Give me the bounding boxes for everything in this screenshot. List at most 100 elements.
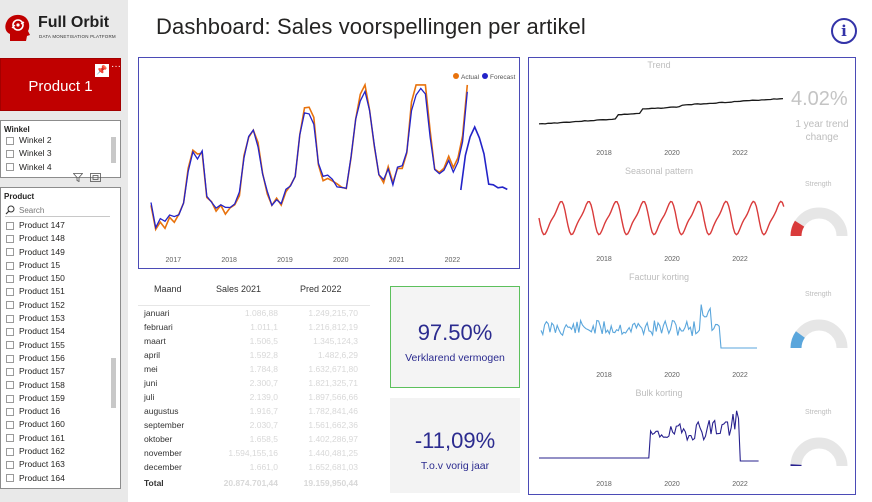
sales-table: Maand Sales 2021 Pred 2022 januari 1.086,… xyxy=(138,278,370,488)
product-item-label: Product 161 xyxy=(19,432,65,443)
winkel-item[interactable]: Winkel 3 xyxy=(1,147,120,160)
month-cell: mei xyxy=(144,364,158,374)
pred-cell: 1.249,215,70 xyxy=(308,308,358,318)
winkel-item[interactable]: Winkel 2 xyxy=(1,134,120,147)
product-item-label: Product 160 xyxy=(19,419,65,430)
product-item[interactable]: Product 157 xyxy=(1,365,120,378)
product-item-label: Product 15 xyxy=(19,259,61,270)
product-item[interactable]: Product 15 xyxy=(1,259,120,272)
pred-cell: 1.897,566,66 xyxy=(308,392,358,402)
product-item[interactable]: Product 158 xyxy=(1,379,120,392)
month-cell: juni xyxy=(144,378,158,388)
filter-icon[interactable] xyxy=(73,173,83,182)
checkbox[interactable] xyxy=(6,460,14,469)
legend-forecast-label: Forecast xyxy=(490,74,515,81)
checkbox[interactable] xyxy=(6,381,14,390)
checkbox[interactable] xyxy=(6,367,14,376)
info-button[interactable]: i xyxy=(831,18,857,44)
product-item[interactable]: Product 152 xyxy=(1,299,120,312)
checkbox[interactable] xyxy=(6,447,14,456)
product-item-label: Product 164 xyxy=(19,472,65,483)
brand-tagline: DATA MONETISATION PLATFORM xyxy=(39,34,116,39)
month-cell: november xyxy=(144,448,182,458)
focus-mode-icon[interactable] xyxy=(90,173,101,182)
x-tick-label: 2017 xyxy=(166,257,182,264)
checkbox[interactable] xyxy=(6,288,14,297)
checkbox[interactable] xyxy=(6,301,14,310)
sales-forecast-svg: Actual Forecast 2017 2018 2019 2020 2021 2022 xyxy=(150,73,515,264)
checkbox[interactable] xyxy=(6,314,14,323)
product-item[interactable]: Product 150 xyxy=(1,272,120,285)
product-item[interactable]: Product 149 xyxy=(1,246,120,259)
factuur-title: Factuur korting xyxy=(628,272,690,282)
product-item-label: Product 152 xyxy=(19,299,65,310)
bulk-line xyxy=(539,410,759,462)
pred-cell: 1.782,841,46 xyxy=(308,406,358,416)
checkbox[interactable] xyxy=(6,234,14,243)
total-pred: 19.159,950,44 xyxy=(303,478,358,488)
checkbox[interactable] xyxy=(6,394,14,403)
product-item-label: Product 159 xyxy=(19,392,65,403)
checkbox[interactable] xyxy=(6,274,14,283)
product-item-label: Product 16 xyxy=(19,406,61,417)
product-item[interactable]: Product 155 xyxy=(1,339,120,352)
product-item[interactable]: Product 154 xyxy=(1,325,120,338)
checkbox[interactable] xyxy=(6,149,14,158)
checkbox[interactable] xyxy=(6,136,14,145)
product-item[interactable]: Product 156 xyxy=(1,352,120,365)
product-scrollbar[interactable] xyxy=(111,358,116,408)
pred-cell: 1.561,662,36 xyxy=(308,420,358,430)
total-label: Total xyxy=(144,478,164,488)
product-item[interactable]: Product 159 xyxy=(1,392,120,405)
table-row: april 1.592,8 1.482,6,29 xyxy=(138,350,370,364)
decomposition-svg: 2018 2020 2022 2018 2020 2022 2018 2020 2022 2018… xyxy=(538,97,848,488)
search-placeholder: Search xyxy=(19,205,45,215)
sales-cell: 2.139,0 xyxy=(249,392,278,402)
product-item[interactable]: Product 163 xyxy=(1,458,120,471)
forecast-series-line xyxy=(460,125,508,191)
product-item[interactable]: Product 148 xyxy=(1,232,120,245)
product-item[interactable]: Product 153 xyxy=(1,312,120,325)
trend-x-tick-label: 2018 xyxy=(596,150,612,157)
product-item[interactable]: Product 147 xyxy=(1,219,120,232)
more-options-icon[interactable]: ··· xyxy=(111,61,121,72)
bulk-title: Bulk korting xyxy=(635,388,683,398)
winkel-item[interactable]: Winkel 4 xyxy=(1,161,120,174)
checkbox[interactable] xyxy=(6,341,14,350)
product-item-label: Product 163 xyxy=(19,459,65,470)
pred-cell: 1.345,124,3 xyxy=(313,336,358,346)
product-item[interactable]: Product 160 xyxy=(1,418,120,431)
checkbox[interactable] xyxy=(6,328,14,337)
sales-cell: 1.661,0 xyxy=(249,462,278,472)
product-item[interactable]: Product 164 xyxy=(1,472,120,485)
checkbox[interactable] xyxy=(6,421,14,430)
checkbox[interactable] xyxy=(6,407,14,416)
month-cell: oktober xyxy=(144,434,173,444)
explained-variance-label: Verklarend vermogen xyxy=(405,352,505,364)
product-search-box[interactable]: Search xyxy=(5,204,110,217)
product-selection-tile[interactable]: Product 1 📌 ··· xyxy=(0,58,121,111)
product-item-label: Product 151 xyxy=(19,286,65,297)
product-item[interactable]: Product 16 xyxy=(1,405,120,418)
product-item[interactable]: Product 162 xyxy=(1,445,120,458)
trend-x-tick-label: 2020 xyxy=(664,150,680,157)
product-item-label: Product 157 xyxy=(19,366,65,377)
product-item[interactable]: Product 151 xyxy=(1,285,120,298)
winkel-scrollbar[interactable] xyxy=(111,137,116,163)
legend-actual-marker xyxy=(453,73,459,79)
product-item-label: Product 147 xyxy=(19,220,65,230)
brand-logo: Full Orbit DATA MONETISATION PLATFORM xyxy=(2,10,124,50)
yoy-change-label: T.o.v vorig jaar xyxy=(420,460,490,472)
pred-cell: 1.632,671,80 xyxy=(308,364,358,374)
checkbox[interactable] xyxy=(6,163,14,172)
checkbox[interactable] xyxy=(6,248,14,257)
checkbox[interactable] xyxy=(6,221,14,230)
checkbox[interactable] xyxy=(6,474,14,483)
product-item[interactable]: Product 161 xyxy=(1,432,120,445)
seasonal-x-tick-label: 2022 xyxy=(732,256,748,263)
pin-icon[interactable]: 📌 xyxy=(95,64,109,77)
header-divider xyxy=(138,305,370,306)
checkbox[interactable] xyxy=(6,261,14,270)
checkbox[interactable] xyxy=(6,434,14,443)
checkbox[interactable] xyxy=(6,354,14,363)
